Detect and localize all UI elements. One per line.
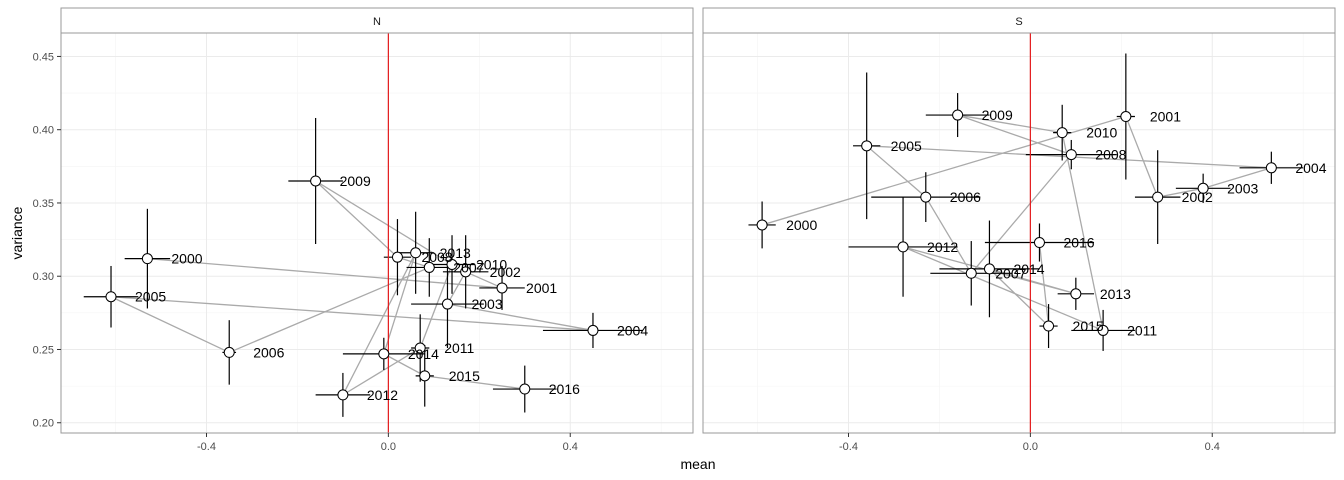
point-label-2001: 2001 xyxy=(1150,109,1181,125)
x-tick-label: -0.4 xyxy=(197,441,216,453)
strip-label-S: S xyxy=(1015,16,1022,28)
data-point-2011 xyxy=(414,342,426,354)
data-point-2009 xyxy=(952,109,964,121)
x-tick-label: -0.4 xyxy=(839,441,858,453)
point-label-2010: 2010 xyxy=(1086,125,1117,141)
data-point-2002 xyxy=(460,266,472,278)
point-label-2006: 2006 xyxy=(950,189,981,205)
data-point-2011 xyxy=(1097,324,1109,336)
point-label-2005: 2005 xyxy=(891,138,922,154)
data-point-2004 xyxy=(1265,162,1277,174)
data-point-2003 xyxy=(441,298,453,310)
point-label-2000: 2000 xyxy=(786,217,817,233)
x-tick-label: 0.0 xyxy=(1023,441,1038,453)
y-tick-label: 0.35 xyxy=(33,198,54,210)
data-point-2004 xyxy=(587,324,599,336)
y-tick-label: 0.25 xyxy=(33,344,54,356)
point-label-2009: 2009 xyxy=(982,107,1013,123)
point-label-2010: 2010 xyxy=(476,257,507,273)
strip-background xyxy=(60,7,694,34)
panel-background xyxy=(61,33,693,433)
data-point-2012 xyxy=(897,241,909,253)
strip-label-N: N xyxy=(373,16,381,28)
y-axis-title: variance xyxy=(9,206,25,259)
data-point-2000 xyxy=(756,219,768,231)
point-label-2006: 2006 xyxy=(253,344,284,360)
data-point-2008 xyxy=(391,251,403,263)
point-label-2013: 2013 xyxy=(1100,286,1131,302)
y-tick-label: 0.30 xyxy=(33,271,54,283)
data-point-2008 xyxy=(1065,149,1077,161)
data-point-2014 xyxy=(378,348,390,360)
point-label-2016: 2016 xyxy=(549,381,580,397)
data-point-2006 xyxy=(223,346,235,358)
data-point-2005 xyxy=(861,140,873,152)
point-label-2000: 2000 xyxy=(171,251,202,267)
y-tick-label: 0.20 xyxy=(33,418,54,430)
point-label-2008: 2008 xyxy=(421,249,452,265)
data-point-2010 xyxy=(1056,127,1068,139)
point-label-2014: 2014 xyxy=(1013,261,1044,277)
data-point-2016 xyxy=(519,383,531,395)
point-label-2012: 2012 xyxy=(927,239,958,255)
x-tick-label: 0.4 xyxy=(563,441,578,453)
point-label-2005: 2005 xyxy=(135,289,166,305)
point-label-2013: 2013 xyxy=(440,245,471,261)
data-point-2001 xyxy=(496,282,508,294)
x-axis-title: mean xyxy=(680,456,715,472)
data-point-2007 xyxy=(965,267,977,279)
point-label-2015: 2015 xyxy=(1073,318,1104,334)
data-point-2006 xyxy=(920,191,932,203)
data-point-2015 xyxy=(1043,320,1055,332)
point-label-2002: 2002 xyxy=(1182,189,1213,205)
data-point-2005 xyxy=(105,291,117,303)
data-point-2009 xyxy=(310,175,322,187)
data-point-2015 xyxy=(419,370,431,382)
panel-S: S 2000 2001 2002 2003 2004 2005 2006 2007 2008 200… xyxy=(702,7,1336,453)
point-label-2004: 2004 xyxy=(1295,160,1326,176)
point-label-2012: 2012 xyxy=(367,387,398,403)
point-label-2014: 2014 xyxy=(408,346,439,362)
point-label-2011: 2011 xyxy=(444,340,474,356)
data-point-2013 xyxy=(1070,288,1082,300)
data-point-2002 xyxy=(1152,191,1164,203)
point-label-2007: 2007 xyxy=(453,259,484,275)
data-point-2013 xyxy=(410,247,422,259)
point-label-2016: 2016 xyxy=(1063,235,1094,251)
data-point-2007 xyxy=(423,261,435,273)
strip-background xyxy=(702,7,1336,34)
data-point-2016 xyxy=(1033,237,1045,249)
point-label-2008: 2008 xyxy=(1095,147,1126,163)
data-point-2012 xyxy=(337,389,349,401)
data-point-2003 xyxy=(1197,182,1209,194)
data-point-2000 xyxy=(141,253,153,265)
data-point-2001 xyxy=(1120,111,1132,123)
x-tick-label: 0.4 xyxy=(1205,441,1220,453)
panel-background xyxy=(703,33,1335,433)
point-label-2011: 2011 xyxy=(1127,322,1157,338)
point-label-2001: 2001 xyxy=(526,280,557,296)
point-label-2015: 2015 xyxy=(449,368,480,384)
point-label-2003: 2003 xyxy=(1227,180,1258,196)
data-point-2010 xyxy=(446,259,458,271)
point-label-2009: 2009 xyxy=(340,173,371,189)
data-point-2014 xyxy=(983,263,995,275)
y-tick-label: 0.45 xyxy=(33,51,54,63)
x-tick-label: 0.0 xyxy=(381,441,396,453)
y-tick-label: 0.40 xyxy=(33,125,54,137)
point-label-2003: 2003 xyxy=(471,296,502,312)
point-label-2002: 2002 xyxy=(490,264,521,280)
point-label-2004: 2004 xyxy=(617,322,648,338)
point-label-2007: 2007 xyxy=(995,265,1026,281)
panel-border xyxy=(702,32,1336,434)
panel-border xyxy=(60,32,694,434)
